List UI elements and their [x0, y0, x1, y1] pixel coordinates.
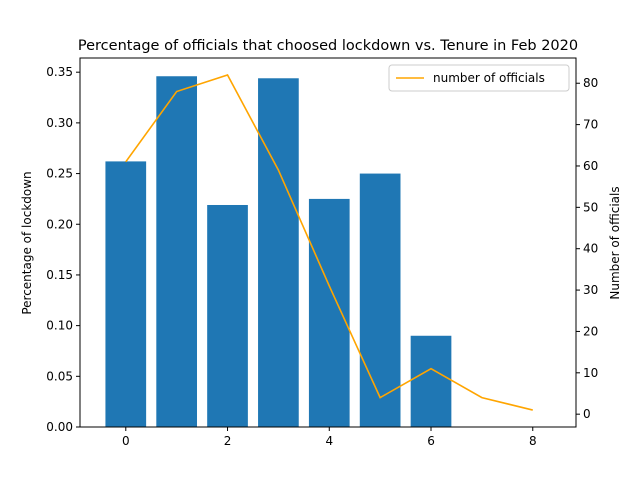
y-tick-label: 0.20 — [46, 217, 73, 231]
y2-tick-label: 10 — [583, 366, 598, 380]
axes: 0 2 4 6 8 0.00 0.05 0.10 0.15 0.20 0.25 0.30 0.35 0 10… — [46, 57, 598, 448]
legend-box — [388, 64, 570, 92]
line-layer — [125, 73, 533, 411]
y2-axis-label: Number of officials — [608, 186, 622, 299]
y2-tick-label: 50 — [583, 200, 598, 214]
y-tick-label: 0.15 — [46, 268, 73, 282]
bar — [308, 198, 350, 427]
y-tick-label: 0.30 — [46, 116, 73, 130]
x-tick-label: 2 — [224, 434, 232, 448]
y2-tick-label: 40 — [583, 242, 598, 256]
x-tick-label: 4 — [325, 434, 333, 448]
y-tick-label: 0.00 — [46, 420, 73, 434]
bar — [258, 78, 299, 428]
bar-group — [105, 76, 452, 428]
y2-tick-label: 80 — [583, 76, 598, 90]
y2-tick-label: 60 — [583, 159, 598, 173]
x-tick-label: 8 — [529, 434, 537, 448]
plot-frame — [79, 57, 577, 428]
y2-tick-label: 70 — [583, 118, 598, 132]
x-tick-label: 6 — [427, 434, 435, 448]
y2-tick-label: 30 — [583, 283, 598, 297]
legend: number of officials — [388, 64, 570, 92]
bar — [410, 335, 452, 427]
bar — [207, 204, 248, 427]
x-tick-label: 0 — [122, 434, 130, 448]
y2-tick-label: 20 — [583, 324, 598, 338]
y-tick-label: 0.05 — [46, 369, 73, 383]
y-axis-label: Percentage of lockdown — [20, 171, 34, 314]
y-tick-label: 0.10 — [46, 319, 73, 333]
y2-tick-label: 0 — [583, 407, 591, 421]
y-tick-label: 0.25 — [46, 167, 73, 181]
line-series-number-of-officials — [125, 73, 533, 411]
bar — [156, 76, 198, 427]
y-tick-label: 0.35 — [46, 65, 73, 79]
bar — [359, 173, 401, 427]
bar — [105, 161, 147, 427]
legend-label: number of officials — [433, 71, 545, 85]
chart-title: Percentage of officials that choosed loc… — [78, 38, 578, 54]
